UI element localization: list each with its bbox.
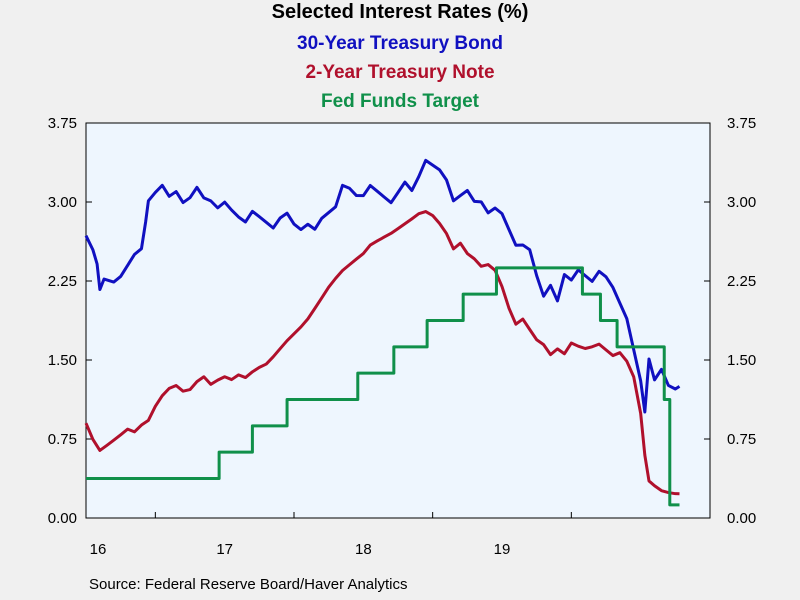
y-axis-right: 0.00 0.75 1.50 2.25 3.00 3.75 <box>704 115 756 527</box>
y-tick-label-right: 3.00 <box>727 194 756 211</box>
chart-title: Selected Interest Rates (%) <box>271 1 529 23</box>
x-axis: 16 17 18 19 <box>90 512 711 558</box>
series-line-fed-funds <box>86 266 680 507</box>
series-line-2yr-note <box>84 210 680 496</box>
y-tick-label-right: 0.75 <box>727 431 756 448</box>
y-tick-label-right: 0.00 <box>727 510 756 527</box>
x-tick-label: 16 <box>90 541 107 558</box>
series-layer <box>84 158 681 507</box>
series-line-30yr-bond <box>84 158 681 414</box>
y-tick-label-left: 3.00 <box>48 194 77 211</box>
source-note: Source: Federal Reserve Board/Haver Anal… <box>89 576 408 593</box>
x-tick-label: 19 <box>494 541 511 558</box>
y-tick-label-left: 0.00 <box>48 510 77 527</box>
y-tick-label-right: 2.25 <box>727 273 756 290</box>
y-tick-label-left: 3.75 <box>48 115 77 132</box>
legend-entry-2yr: 2-Year Treasury Note <box>305 62 495 83</box>
y-tick-label-right: 1.50 <box>727 352 756 369</box>
y-axis-left: 0.00 0.75 1.50 2.25 3.00 3.75 <box>48 115 92 527</box>
x-tick-label: 17 <box>216 541 233 558</box>
y-tick-label-left: 1.50 <box>48 352 77 369</box>
legend-entry-30yr: 30-Year Treasury Bond <box>297 33 503 54</box>
y-tick-label-left: 2.25 <box>48 273 77 290</box>
y-tick-label-left: 0.75 <box>48 431 77 448</box>
y-tick-label-right: 3.75 <box>727 115 756 132</box>
legend-entry-fed-funds: Fed Funds Target <box>321 91 479 112</box>
x-tick-label: 18 <box>355 541 372 558</box>
